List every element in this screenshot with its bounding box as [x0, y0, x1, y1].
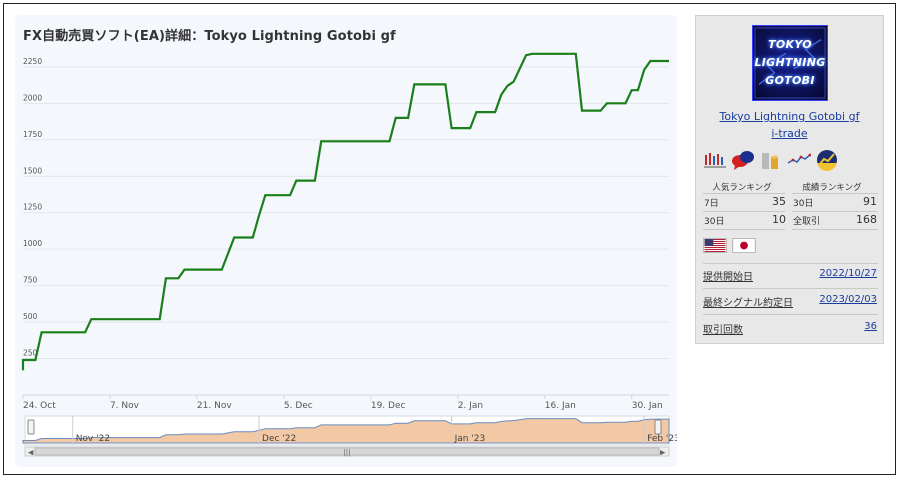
last-signal-row: 最終シグナル約定日 2023/02/03	[703, 294, 877, 312]
divider	[703, 211, 785, 212]
scroll-left-arrow-icon[interactable]: ◀	[28, 449, 34, 457]
navigator-area	[22, 418, 670, 444]
range-navigator[interactable]: Nov '22 Dec '22 Jan '23 Feb '23 ||| ◀ ▶	[22, 415, 677, 457]
y-axis-ticks: 250 500 750 1000 1250 1500 1750 2000 2250	[23, 57, 42, 358]
navigator-month-label: Dec '22	[262, 434, 296, 444]
x-tick-label: 30. Jan	[632, 401, 663, 411]
chart-title: FX自動売買ソフト(EA)詳細：Tokyo Lightning Gotobi g…	[23, 29, 396, 44]
start-date-value[interactable]: 2022/10/27	[819, 268, 877, 279]
y-tick-label: 1750	[23, 130, 42, 139]
performance-all-value: 168	[856, 213, 877, 226]
scrollbar-thumb[interactable]	[34, 447, 660, 456]
start-date-label[interactable]: 提供開始日	[703, 272, 753, 283]
divider	[703, 193, 785, 194]
coin-bars-icon[interactable]	[759, 149, 783, 171]
chart-panel: FX自動売買ソフト(EA)詳細：Tokyo Lightning Gotobi g…	[15, 15, 677, 467]
y-tick-label: 1000	[23, 239, 42, 248]
y-tick-label: 250	[23, 349, 38, 358]
last-signal-value[interactable]: 2023/02/03	[819, 294, 877, 305]
popular-7d-value: 35	[772, 195, 786, 208]
last-signal-label[interactable]: 最終シグナル約定日	[703, 298, 793, 309]
x-tick-label: 19. Dec	[371, 401, 406, 411]
divider	[792, 229, 878, 230]
performance-30d-value: 91	[863, 195, 877, 208]
scrollbar-grip-icon: |||	[343, 449, 350, 457]
logo-line-3: GOTOBI	[765, 74, 815, 87]
x-tick-label: 5. Dec	[284, 401, 313, 411]
start-date-row: 提供開始日 2022/10/27	[703, 268, 877, 286]
divider	[703, 263, 878, 264]
y-tick-label: 500	[23, 312, 38, 321]
y-tick-label: 2000	[23, 93, 42, 102]
popular-30d-label: 30日	[704, 217, 725, 227]
x-tick-label: 21. Nov	[197, 401, 232, 411]
y-tick-label: 2250	[23, 57, 42, 66]
navigator-month-label: Feb '23	[647, 434, 677, 444]
y-tick-label: 1250	[23, 203, 42, 212]
performance-all-label: 全取引	[793, 217, 821, 227]
divider	[703, 288, 878, 289]
divider	[703, 229, 785, 230]
divider	[792, 211, 878, 212]
ea-author-link[interactable]: i-trade	[771, 127, 808, 140]
navigator-left-handle[interactable]	[27, 419, 35, 435]
lightning-glow-icon	[754, 27, 826, 99]
us-flag-icon	[703, 238, 727, 253]
equity-chart[interactable]: 250 500 750 1000 1250 1500 1750 2000 2250 24. Oc…	[15, 15, 677, 467]
popular-ranking-heading: 人気ランキング	[712, 183, 772, 193]
ea-name-link[interactable]: Tokyo Lightning Gotobi gf	[719, 110, 860, 123]
badge-row	[703, 149, 879, 171]
y-tick-label: 750	[23, 276, 38, 285]
trade-count-row: 取引回数 36	[703, 321, 877, 339]
x-tick-label: 2. Jan	[458, 401, 483, 411]
popular-7d-label: 7日	[704, 199, 719, 209]
speech-bubbles-icon[interactable]	[731, 149, 755, 171]
navigator-month-label: Nov '22	[76, 434, 110, 444]
equity-line	[21, 52, 669, 371]
performance-ranking-heading: 成績ランキング	[802, 183, 862, 193]
x-tick-label: 24. Oct	[23, 401, 56, 411]
japan-flag-icon	[732, 238, 756, 253]
logo-line-1: TOKYO	[768, 38, 812, 51]
line-graph-icon[interactable]	[787, 149, 811, 171]
trade-count-label[interactable]: 取引回数	[703, 325, 743, 336]
performance-30d-label: 30日	[793, 199, 814, 209]
navigator-right-handle[interactable]	[654, 419, 662, 435]
trade-count-value[interactable]: 36	[864, 321, 877, 332]
divider	[792, 193, 878, 194]
x-tick-label: 16. Jan	[545, 401, 576, 411]
x-axis-ticks: 24. Oct 7. Nov 21. Nov 5. Dec 19. Dec 2. Jan 1…	[22, 395, 663, 411]
x-tick-label: 7. Nov	[110, 401, 140, 411]
logo-line-2: LIGHTNING	[754, 56, 826, 69]
chart-grid	[23, 66, 669, 396]
scroll-right-arrow-icon[interactable]: ▶	[660, 449, 666, 457]
y-tick-label: 1500	[23, 166, 42, 175]
popular-30d-value: 10	[772, 213, 786, 226]
navigator-month-label: Jan '23	[454, 434, 486, 444]
candlestick-chart-icon[interactable]	[703, 149, 727, 171]
ea-logo[interactable]: TOKYO LIGHTNING GOTOBI	[752, 25, 828, 101]
rising-chart-icon[interactable]	[815, 149, 839, 171]
divider	[703, 314, 878, 315]
ea-info-panel: TOKYO LIGHTNING GOTOBI Tokyo Lightning G…	[695, 15, 884, 344]
